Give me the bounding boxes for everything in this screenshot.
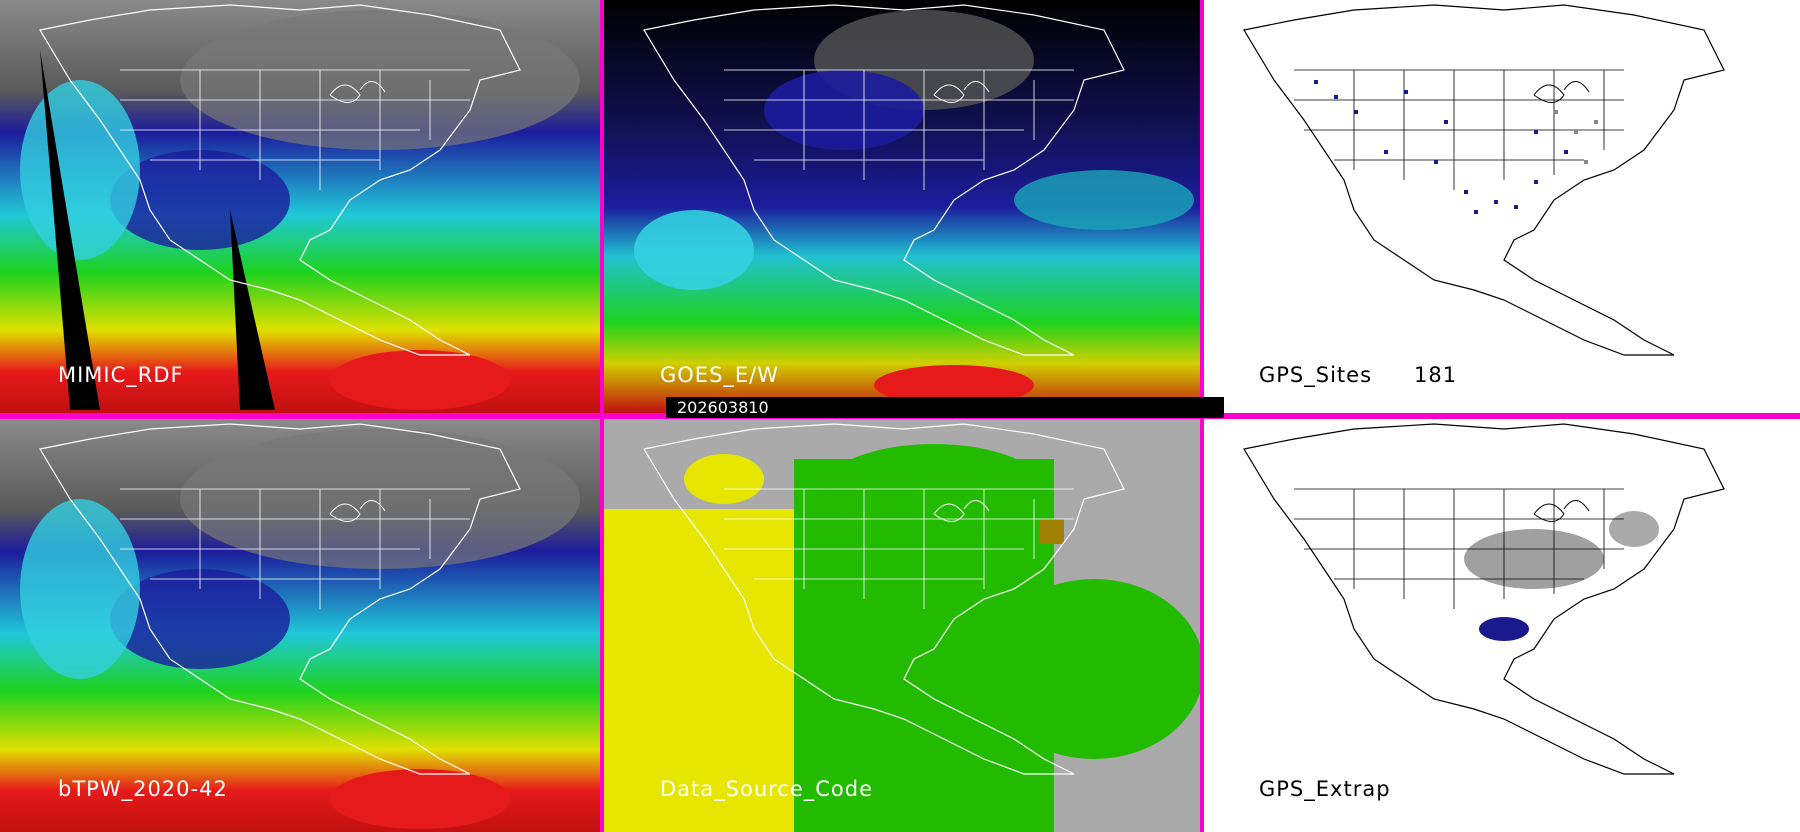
panel-gps-extrap: GPS_Extrap [1204, 419, 1800, 832]
site-count: 181 [1414, 363, 1458, 387]
panel-mimic: MIMIC_RDF [0, 0, 600, 413]
panel-btpw: bTPW_2020-42 [0, 419, 600, 832]
map-outline-icon [0, 419, 600, 832]
panel-source-code: Data_Source_Code [604, 419, 1200, 832]
panel-label: bTPW_2020-42 [58, 777, 228, 801]
panel-label: GOES_E/W [660, 363, 780, 387]
panel-label: GPS_Extrap [1259, 777, 1391, 801]
panel-label: GPS_Sites [1259, 363, 1373, 387]
map-outline-icon [1243, 4, 1725, 356]
panel-gps-sites: GPS_Sites 181 [1204, 0, 1800, 413]
timestamp-bar: 202603810 [666, 397, 1224, 418]
map-outline-icon [1243, 423, 1725, 775]
panel-goes: GOES_E/W [604, 0, 1200, 413]
map-outline-icon [604, 0, 1200, 413]
panel-label: Data_Source_Code [660, 777, 874, 801]
map-outline-icon [604, 423, 1200, 832]
panel-label: MIMIC_RDF [58, 363, 184, 387]
map-outline-icon [0, 0, 600, 413]
